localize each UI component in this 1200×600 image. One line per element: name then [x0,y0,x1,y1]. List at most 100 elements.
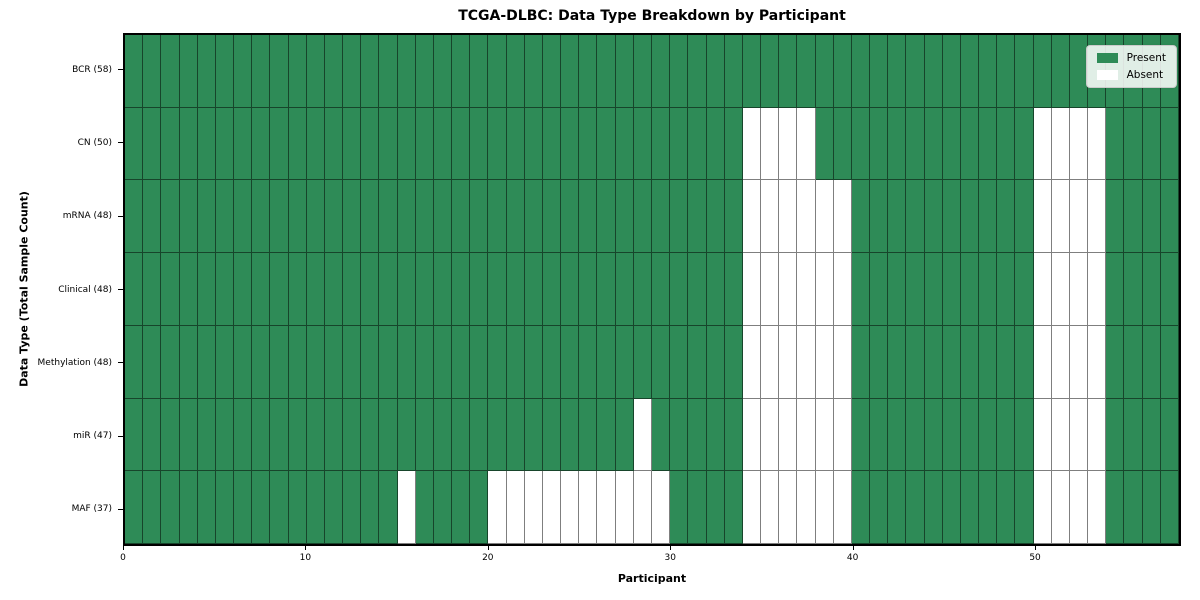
heatmap-cell [470,471,489,544]
heatmap-cell [433,471,453,544]
heatmap-cell [1160,471,1179,544]
heatmap-cell [979,471,998,544]
heatmap-cell [1106,398,1125,472]
heatmap-cell [833,107,852,181]
heatmap-cell [742,253,762,326]
heatmap-cell [1033,107,1052,181]
heatmap-cell [615,471,634,544]
heatmap-cell [651,471,671,544]
heatmap-cell [688,471,707,544]
heatmap-cell [779,398,798,472]
heatmap-cell [815,107,834,181]
heatmap-cell [706,180,725,254]
heatmap-cell [851,180,871,254]
heatmap-cell [324,325,344,399]
heatmap-cell [779,325,798,399]
heatmap-cell [361,325,380,399]
x-tick-label: 10 [299,553,312,563]
heatmap-cell [615,180,634,254]
heatmap-cell [488,253,507,326]
heatmap-cell [724,253,743,326]
heatmap-cell [415,180,434,254]
y-tick-label: BCR (58) [72,64,112,75]
heatmap-cell [561,325,580,399]
heatmap-cell [1142,398,1161,472]
heatmap-cell [979,35,998,108]
heatmap-cell [306,107,325,181]
heatmap-cell [197,253,216,326]
heatmap-cell [761,107,780,181]
heatmap-cell [397,35,416,108]
heatmap-cell [1106,107,1125,181]
heatmap-cell [1015,180,1034,254]
y-tick-label: Clinical (48) [58,284,112,295]
heatmap-cell [161,253,180,326]
heatmap-cell [1160,398,1179,472]
heatmap-cell [197,398,216,472]
heatmap-cell [688,107,707,181]
heatmap-cell [470,35,489,108]
heatmap-cell [324,107,344,181]
heatmap-cell [960,398,980,472]
heatmap-cell [452,398,471,472]
heatmap-cell [761,471,780,544]
heatmap-cell [125,107,144,181]
heatmap-cell [888,325,907,399]
heatmap-cell [470,253,489,326]
heatmap-cell [1088,253,1107,326]
x-tick-label: 40 [846,553,859,563]
heatmap-cell [688,253,707,326]
heatmap-cell [1106,253,1125,326]
heatmap-cell [597,398,616,472]
heatmap-cell [288,253,307,326]
heatmap-cell [524,398,543,472]
heatmap-cell [906,253,925,326]
heatmap-cell [161,107,180,181]
heatmap-cell [1106,325,1125,399]
heatmap-cell [179,253,198,326]
heatmap-cell [270,35,289,108]
heatmap-cell [524,35,543,108]
heatmap-cell [506,107,525,181]
heatmap-cell [670,107,689,181]
heatmap-cell [288,180,307,254]
heatmap-cell [125,35,144,108]
heatmap-cell [633,107,652,181]
heatmap-cell [833,325,852,399]
y-tick-mark [118,69,123,71]
heatmap-cell [506,180,525,254]
heatmap-cell [633,180,652,254]
heatmap-cell [906,471,925,544]
heatmap-cell [1088,325,1107,399]
heatmap-cell [924,107,943,181]
heatmap-cell [597,325,616,399]
heatmap-cell [524,107,543,181]
x-axis-title: Participant [617,572,687,585]
heatmap-cell [306,325,325,399]
heatmap-cell [252,471,271,544]
heatmap-cell [997,180,1016,254]
heatmap-cell [706,325,725,399]
heatmap-cell [942,398,961,472]
heatmap-cell [742,35,762,108]
heatmap-cell [179,35,198,108]
heatmap-cell [615,253,634,326]
heatmap-cell [924,398,943,472]
y-tick-mark [118,215,123,217]
heatmap-cell [979,325,998,399]
heatmap-cell [633,398,652,472]
heatmap-cell [161,325,180,399]
heatmap-cell [179,107,198,181]
heatmap-cell [252,398,271,472]
heatmap-cell [833,35,852,108]
heatmap-cell [215,35,235,108]
heatmap-cell [1106,471,1125,544]
heatmap-cell [324,180,344,254]
heatmap-cell [252,253,271,326]
heatmap-cell [234,35,253,108]
heatmap-cell [742,471,762,544]
heatmap-cell [470,107,489,181]
heatmap-cell [960,325,980,399]
heatmap-cell [470,398,489,472]
